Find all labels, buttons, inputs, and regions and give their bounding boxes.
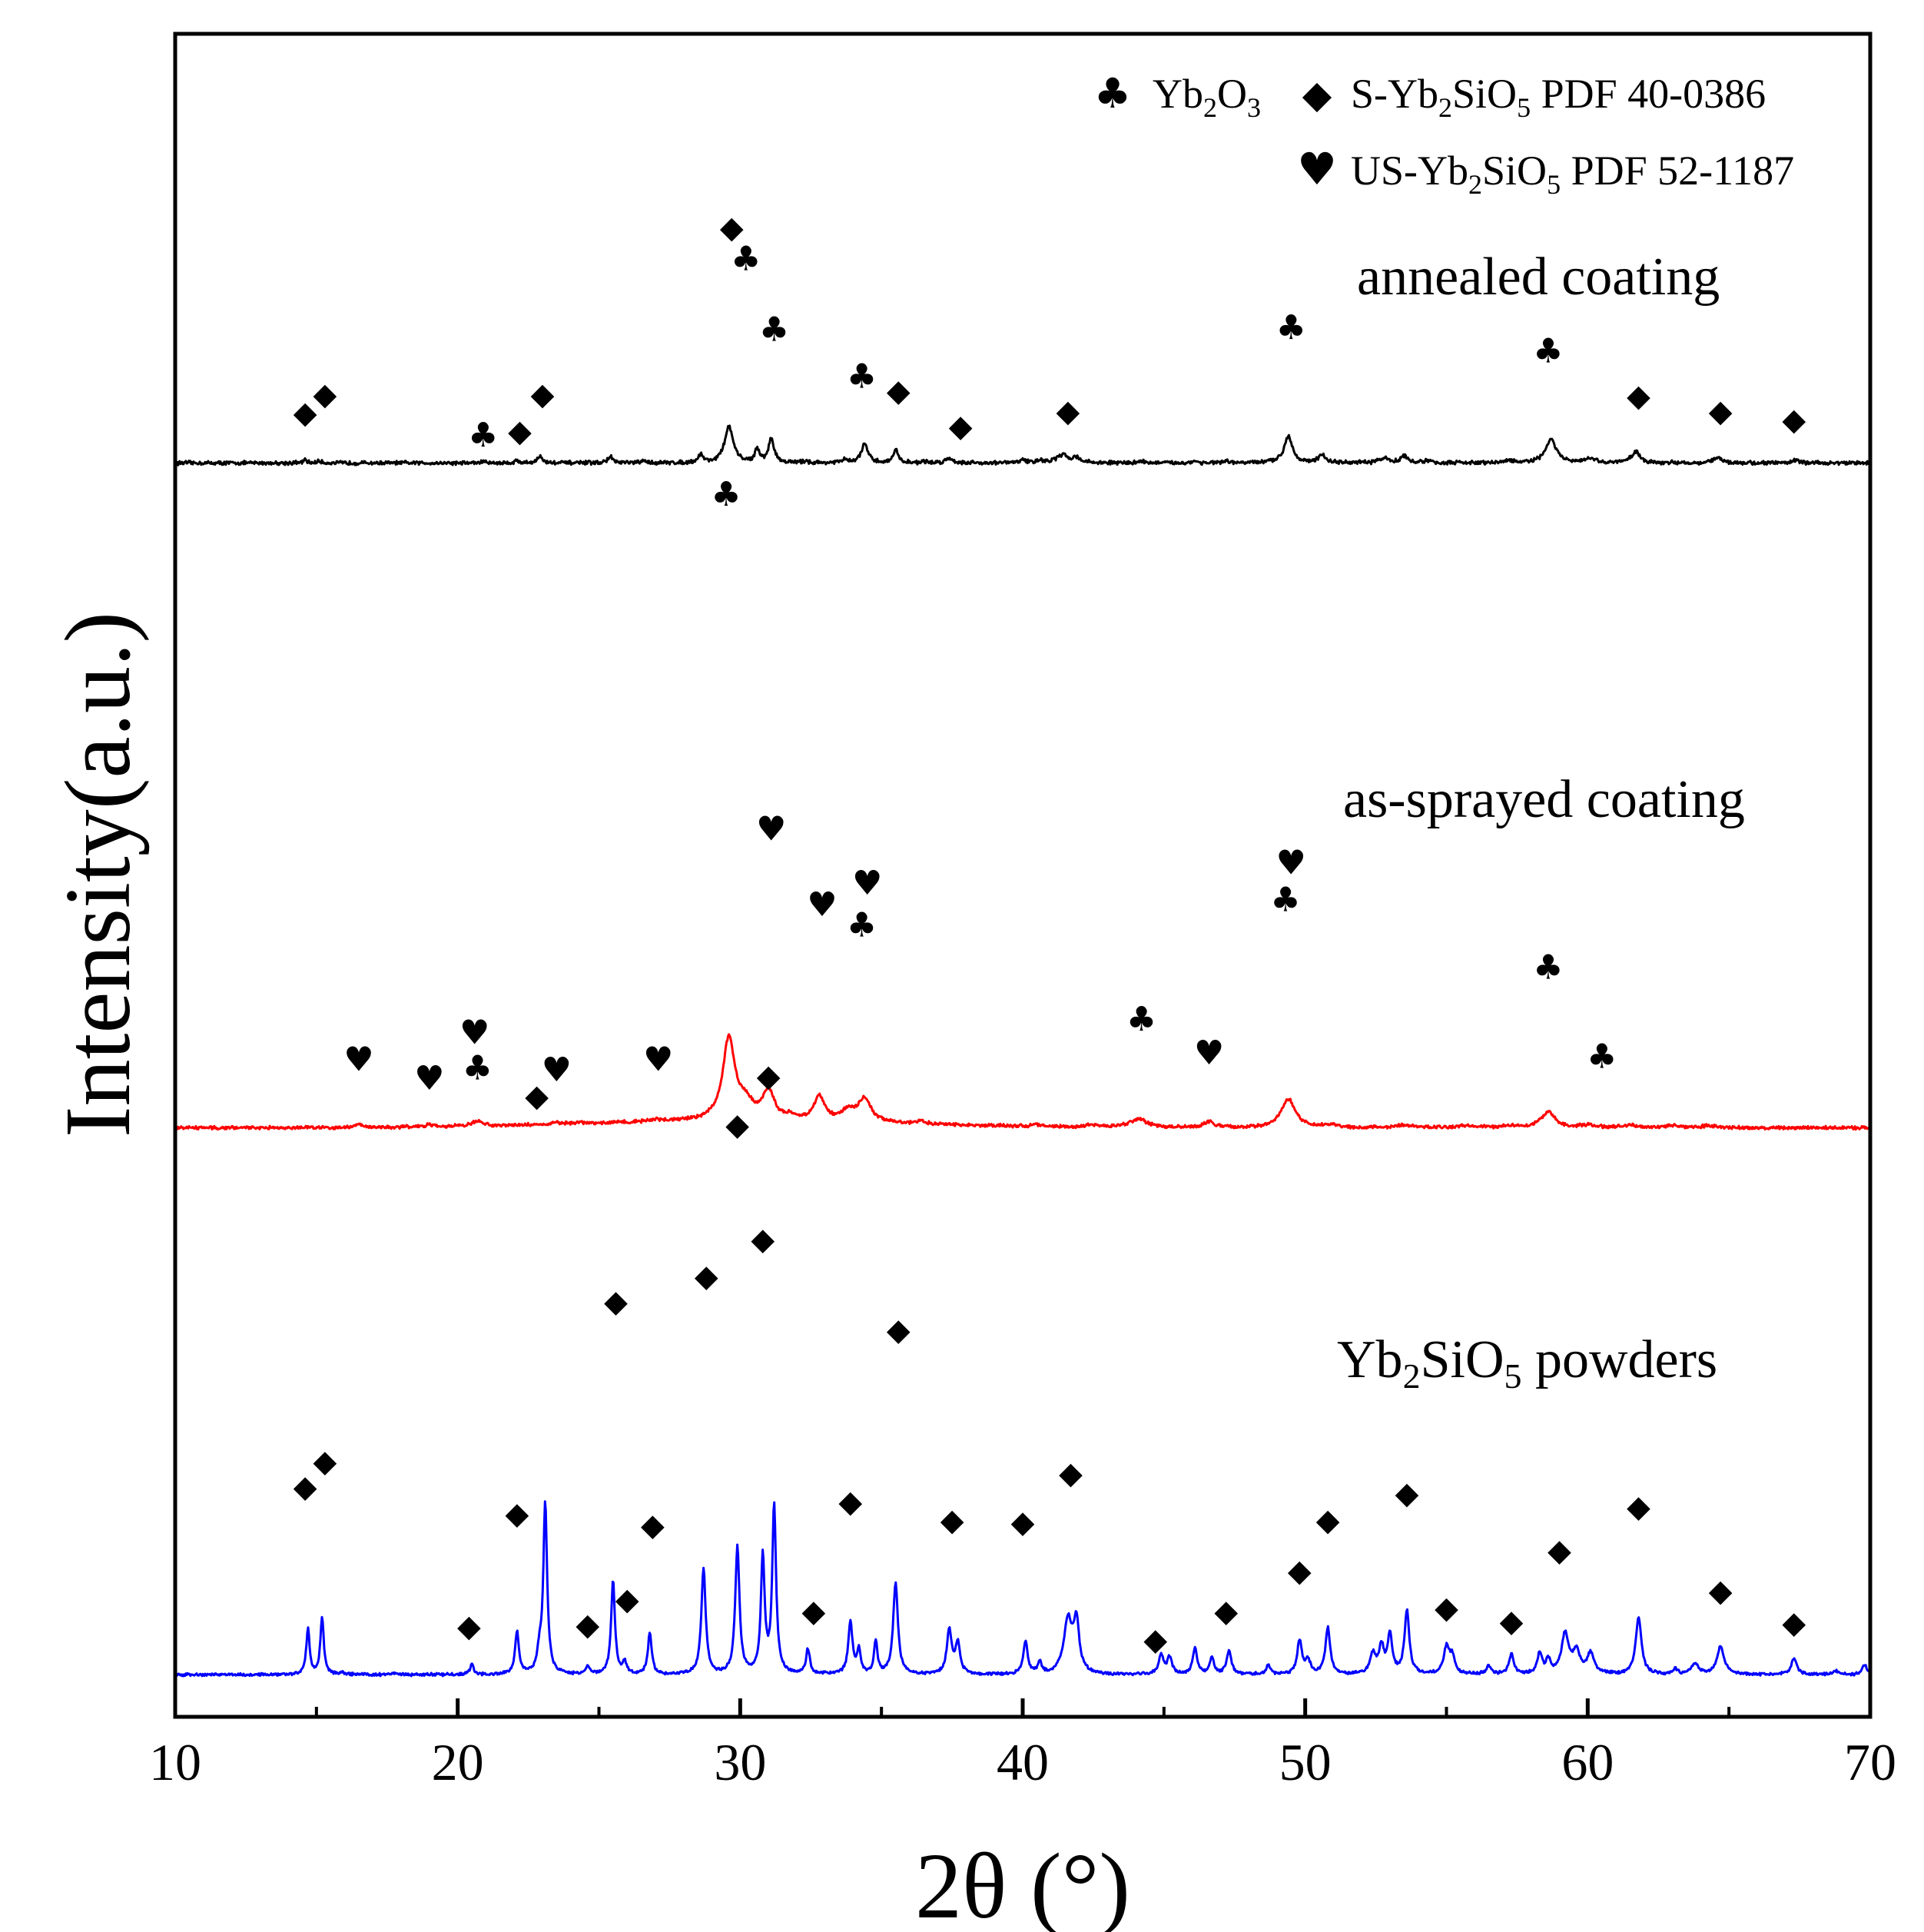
heart-marker: ♥ <box>343 1041 373 1080</box>
series-line-0 <box>175 424 1870 466</box>
diamond-marker: ◆ <box>505 1496 529 1532</box>
x-tick-label: 50 <box>1279 1733 1332 1791</box>
diamond-marker: ◆ <box>720 211 744 246</box>
svg-text:US-Yb2SiO5 PDF 52-1187: US-Yb2SiO5 PDF 52-1187 <box>1351 148 1794 200</box>
legend-entry-yb2o3: ♣ Yb2O3 <box>1094 69 1261 123</box>
diamond-marker: ◆ <box>1627 379 1650 414</box>
heart-marker: ♥ <box>1276 843 1306 882</box>
club-marker: ♣ <box>731 239 761 278</box>
heart-marker: ♥ <box>414 1059 444 1098</box>
diamond-marker: ◆ <box>1143 1622 1167 1658</box>
diamond-marker: ◆ <box>313 1444 337 1479</box>
diamond-marker: ◆ <box>1214 1594 1238 1629</box>
x-tick-label: 30 <box>714 1733 766 1791</box>
diamond-marker: ◆ <box>949 409 973 444</box>
club-marker: ♣ <box>759 310 789 349</box>
x-tick-label: 70 <box>1844 1733 1896 1791</box>
club-marker: ♣ <box>847 357 877 397</box>
club-marker: ♣ <box>1270 881 1300 920</box>
diamond-marker: ◆ <box>457 1609 481 1645</box>
series-label-powders: Yb2SiO5 powders <box>1337 1330 1717 1396</box>
diamond-marker: ◆ <box>1435 1590 1458 1625</box>
legend: ♣ Yb2O3 ◆ S-Yb2SiO5 PDF 40-0386 ♥ US-Yb2… <box>1094 69 1794 200</box>
club-marker: ♣ <box>463 1049 493 1088</box>
club-marker: ♣ <box>1587 1037 1617 1076</box>
diamond-marker: ◆ <box>1056 393 1080 429</box>
diamond-marker: ◆ <box>887 373 911 409</box>
diamond-marker: ◆ <box>725 1107 749 1143</box>
x-axis-label: 2θ (°) <box>915 1834 1130 1932</box>
diamond-marker: ◆ <box>887 1313 911 1348</box>
heart-marker: ♥ <box>1194 1034 1224 1073</box>
diamond-marker: ◆ <box>1547 1533 1571 1569</box>
legend-label-us-yb2sio5: US-Yb <box>1351 148 1468 194</box>
diamond-marker: ◆ <box>1627 1489 1650 1525</box>
heart-marker: ♥ <box>756 810 786 849</box>
phase-markers-layer: ◆◆♣ ◆◆◆♣♣♣ ◆◆ ◆♣♣◆ ◆ ◆♥ ♥♥♣ ♥ ♥♣♥♥♥♣♣♥♥♣♣♣◆◆◆◆◆◆… <box>294 211 1806 1658</box>
x-tick-label: 40 <box>997 1733 1049 1791</box>
diamond-marker: ◆ <box>751 1222 775 1257</box>
diamond-marker: ◆ <box>294 396 317 431</box>
series-label-annealed: annealed coating <box>1357 247 1720 307</box>
legend-entry-s-yb2sio5: ◆ S-Yb2SiO5 PDF 40-0386 <box>1302 71 1766 123</box>
diamond-marker: ◆ <box>802 1594 826 1629</box>
heart-marker: ♥ <box>643 1041 673 1080</box>
diamond-marker: ◆ <box>294 1469 317 1505</box>
diamond-marker: ◆ <box>757 1058 781 1094</box>
curves-layer <box>175 424 1870 1678</box>
club-marker: ♣ <box>711 475 741 514</box>
heart-marker: ♥ <box>852 864 882 903</box>
x-axis-tick-labels: 10 20 30 40 50 60 70 <box>149 1733 1896 1791</box>
diamond-marker: ◆ <box>1782 402 1806 437</box>
club-marker: ♣ <box>1533 332 1563 371</box>
series-label-as-sprayed: as-sprayed coating <box>1343 770 1745 829</box>
svg-text:Yb2O3: Yb2O3 <box>1153 71 1261 123</box>
diamond-marker: ◆ <box>1709 393 1733 429</box>
club-icon: ♣ <box>1094 69 1131 118</box>
x-axis-ticks <box>173 1698 1873 1717</box>
diamond-marker: ◆ <box>1500 1604 1524 1639</box>
heart-marker: ♥ <box>807 885 837 925</box>
diamond-marker: ◆ <box>508 414 532 450</box>
diamond-marker: ◆ <box>576 1607 599 1642</box>
diamond-marker: ◆ <box>615 1582 639 1618</box>
club-marker: ♣ <box>1126 1000 1156 1039</box>
diamond-marker: ◆ <box>1059 1456 1083 1491</box>
diamond-marker: ◆ <box>695 1259 718 1294</box>
series-line-2 <box>175 1500 1870 1678</box>
diamond-marker: ◆ <box>525 1079 549 1114</box>
club-marker: ♣ <box>847 906 877 945</box>
diamond-marker: ◆ <box>940 1503 964 1539</box>
series-line-1 <box>176 1033 1870 1131</box>
legend-label-s-yb2sio5: S-Yb <box>1351 71 1438 117</box>
diamond-marker: ◆ <box>1709 1574 1733 1609</box>
legend-entry-us-yb2sio5: ♥ US-Yb2SiO5 PDF 52-1187 <box>1297 143 1794 200</box>
club-marker: ♣ <box>1276 308 1306 347</box>
diamond-marker: ◆ <box>313 377 337 412</box>
diamond-marker: ◆ <box>838 1484 862 1519</box>
x-tick-label: 20 <box>432 1733 484 1791</box>
x-tick-label: 10 <box>149 1733 201 1791</box>
y-axis-label: Intensity(a.u.) <box>46 612 150 1137</box>
diamond-marker: ◆ <box>1782 1605 1806 1641</box>
diamond-marker: ◆ <box>531 377 555 412</box>
heart-marker: ♥ <box>542 1051 572 1090</box>
diamond-marker: ◆ <box>604 1284 628 1320</box>
diamond-marker: ◆ <box>641 1508 665 1543</box>
x-tick-label: 60 <box>1561 1733 1614 1791</box>
heart-marker: ♥ <box>459 1014 489 1053</box>
diamond-icon: ◆ <box>1302 72 1332 117</box>
club-marker: ♣ <box>1533 948 1563 987</box>
heart-icon: ♥ <box>1297 143 1337 195</box>
legend-label-yb2o3: Yb <box>1153 71 1203 117</box>
diamond-marker: ◆ <box>1395 1476 1419 1512</box>
svg-text:S-Yb2SiO5 PDF 40-0386: S-Yb2SiO5 PDF 40-0386 <box>1351 71 1766 123</box>
club-marker: ♣ <box>468 416 498 455</box>
diamond-marker: ◆ <box>1316 1503 1340 1539</box>
diamond-marker: ◆ <box>1288 1553 1312 1588</box>
diamond-marker: ◆ <box>1011 1505 1035 1540</box>
